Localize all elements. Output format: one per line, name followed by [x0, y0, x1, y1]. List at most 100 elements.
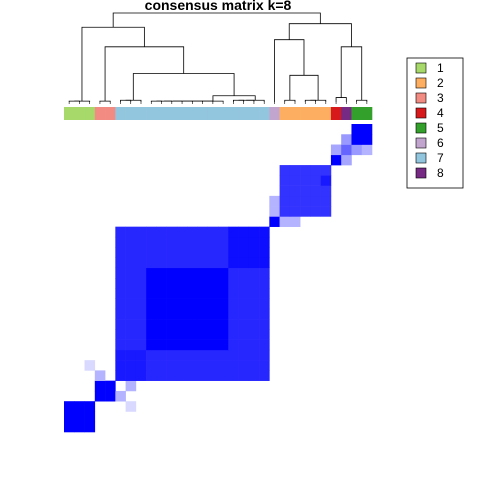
heatmap-cell — [176, 226, 188, 238]
heatmap-cell — [289, 206, 301, 217]
heatmap-cell — [351, 144, 363, 156]
annotation-cell — [300, 107, 311, 120]
heatmap-cell — [310, 175, 321, 186]
heatmap-cell — [125, 298, 137, 310]
heatmap-cell — [228, 236, 239, 248]
heatmap-cell — [300, 185, 311, 197]
heatmap-cell — [279, 185, 291, 197]
dendrogram-branch — [284, 99, 296, 102]
heatmap-cell — [361, 134, 373, 145]
legend-swatch — [415, 152, 427, 164]
heatmap-cell — [207, 226, 219, 238]
heatmap-cell — [135, 226, 147, 238]
dendrogram-branch — [246, 99, 265, 102]
heatmap-cell — [94, 370, 106, 381]
heatmap-cell — [320, 175, 332, 186]
heatmap-cell — [207, 247, 219, 258]
heatmap-cell — [218, 257, 229, 269]
heatmap-cell — [166, 247, 178, 258]
heatmap-cell — [125, 247, 137, 258]
heatmap-cell — [248, 226, 260, 238]
annotation-cell — [74, 107, 85, 120]
heatmap-cell — [310, 185, 321, 197]
heatmap-cell — [146, 278, 157, 289]
heatmap-cell — [228, 329, 239, 340]
heatmap-cell — [228, 319, 239, 330]
heatmap-cell — [125, 288, 137, 299]
heatmap-cell — [228, 226, 239, 238]
heatmap-cell — [341, 134, 352, 145]
legend-swatch — [415, 167, 427, 179]
heatmap-cell — [156, 278, 167, 289]
heatmap-cell — [135, 278, 147, 289]
heatmap-cell — [166, 349, 178, 361]
heatmap-cell — [125, 349, 137, 361]
heatmap-cell — [146, 236, 157, 248]
heatmap-cell — [176, 360, 188, 371]
heatmap-cell — [197, 288, 209, 299]
heatmap-cell — [166, 319, 178, 330]
chart-title: consensus matrix k=8 — [145, 0, 292, 13]
heatmap-cell — [197, 360, 209, 371]
heatmap-cell — [238, 247, 250, 258]
heatmap-cell — [289, 216, 301, 227]
legend-swatch — [415, 137, 427, 149]
heatmap-cell — [135, 370, 147, 381]
heatmap-cell — [259, 329, 270, 340]
heatmap-cell — [228, 308, 239, 320]
heatmap-cell — [218, 288, 229, 299]
heatmap-cell — [187, 339, 198, 351]
dendrogram-branch — [335, 97, 347, 102]
annotation-cell — [330, 107, 342, 120]
annotation-cell — [166, 107, 178, 120]
heatmap-cell — [259, 360, 270, 371]
heatmap-cell — [218, 349, 229, 361]
heatmap-cell — [146, 257, 157, 269]
heatmap-cell — [197, 329, 209, 340]
heatmap-cell — [248, 267, 260, 279]
heatmap-cell — [156, 349, 167, 361]
heatmap-cell — [218, 339, 229, 351]
heatmap-cell — [269, 195, 280, 207]
heatmap-cell — [207, 298, 219, 310]
heatmap-cell — [351, 124, 363, 135]
annotation-cell — [94, 107, 106, 120]
heatmap-cell — [135, 319, 147, 330]
annotation-cell — [269, 107, 280, 120]
heatmap-cell — [135, 339, 147, 351]
dendrogram-branch — [202, 100, 224, 102]
heatmap-cell — [135, 298, 147, 310]
heatmap-cell — [197, 319, 209, 330]
heatmap-cell — [135, 360, 147, 371]
heatmap-cell — [248, 298, 260, 310]
heatmap-cell — [146, 226, 157, 238]
heatmap-cell — [228, 257, 239, 269]
heatmap-cell — [187, 257, 198, 269]
heatmap-cell — [187, 349, 198, 361]
heatmap-cell — [176, 257, 188, 269]
heatmap-cell — [197, 278, 209, 289]
annotation-cell — [64, 107, 75, 120]
heatmap-cell — [238, 278, 250, 289]
heatmap-cell — [166, 298, 178, 310]
heatmap-cell — [259, 339, 270, 351]
heatmap-cell — [300, 165, 311, 176]
legend-label: 8 — [437, 166, 444, 180]
heatmap-cell — [187, 267, 198, 279]
heatmap-cell — [248, 339, 260, 351]
heatmap-cell — [238, 329, 250, 340]
heatmap-cell — [207, 267, 219, 279]
heatmap-cell — [115, 319, 126, 330]
heatmap-cell — [197, 247, 209, 258]
heatmap-cell — [64, 411, 75, 423]
heatmap-cell — [166, 278, 178, 289]
annotation-cell — [105, 107, 116, 120]
annotation-cell — [115, 107, 126, 120]
consensus-heatmap — [64, 124, 373, 433]
heatmap-cell — [259, 298, 270, 310]
heatmap-cell — [228, 298, 239, 310]
annotation-cell — [279, 107, 291, 120]
heatmap-cell — [330, 154, 342, 166]
heatmap-cell — [156, 360, 167, 371]
